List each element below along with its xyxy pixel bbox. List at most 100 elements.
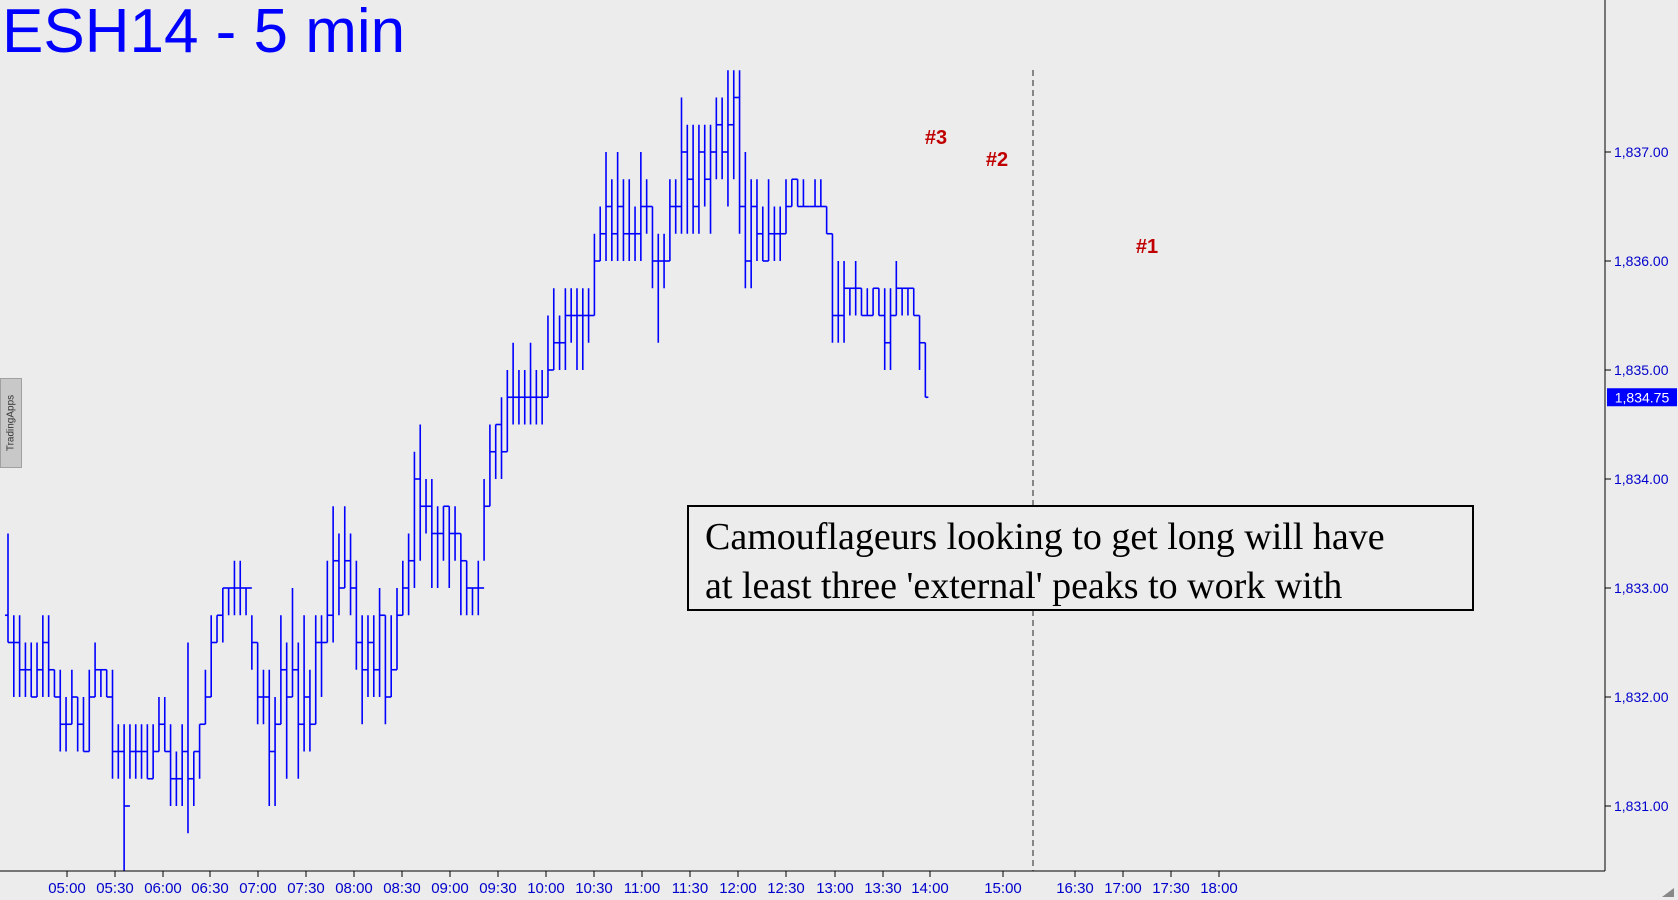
ohlc-bar — [533, 370, 540, 425]
ohlc-bar — [109, 669, 116, 779]
ohlc-bar — [544, 315, 551, 399]
ohlc-bar — [510, 342, 517, 425]
ohlc-bar — [138, 724, 145, 779]
ohlc-bar — [515, 370, 522, 425]
resize-grip-icon[interactable] — [1660, 886, 1676, 898]
ohlc-bar — [655, 233, 662, 343]
ohlc-bar — [481, 479, 488, 589]
ohlc-bar — [150, 724, 157, 780]
time-tick-label: 07:30 — [287, 880, 325, 897]
ohlc-bar — [585, 288, 592, 343]
ohlc-bar — [823, 205, 830, 235]
ohlc-bar — [626, 179, 633, 261]
ohlc-bar — [765, 179, 772, 262]
ohlc-bar — [417, 424, 424, 561]
annotation-line-2: at least three 'external' peaks to work … — [705, 565, 1343, 607]
ohlc-bar — [86, 669, 93, 753]
ohlc-bar — [899, 287, 906, 316]
ohlc-bar — [742, 152, 749, 289]
ohlc-bar — [283, 642, 290, 779]
time-tick-label: 05:30 — [96, 880, 134, 897]
ohlc-bar — [875, 287, 882, 317]
time-tick-label: 09:30 — [479, 880, 517, 897]
price-tick-label: 1,837.00 — [1614, 144, 1669, 160]
ohlc-bar — [277, 615, 284, 726]
ohlc-bar — [103, 668, 110, 698]
ohlc-bar — [666, 179, 673, 262]
time-tick-label: 17:30 — [1152, 880, 1190, 897]
ohlc-bar — [260, 669, 267, 725]
ohlc-bar — [852, 261, 859, 316]
ohlc-bar — [748, 179, 755, 289]
ohlc-bar — [196, 723, 203, 779]
time-tick-label: 07:00 — [239, 880, 277, 897]
ohlc-bar — [573, 288, 580, 370]
ohlc-bar — [394, 588, 401, 671]
ohlc-bar — [922, 341, 929, 399]
ohlc-bar — [411, 451, 418, 588]
ohlc-bar — [306, 669, 313, 752]
ohlc-bar — [173, 751, 180, 806]
time-tick-label: 10:00 — [527, 880, 565, 897]
ohlc-bar — [632, 206, 639, 261]
ohlc-bar — [904, 287, 911, 316]
ohlc-bar — [353, 560, 360, 670]
ohlc-bar — [318, 615, 325, 697]
ohlc-bar — [301, 615, 308, 752]
ohlc-bar — [312, 615, 319, 726]
ohlc-bar — [167, 724, 174, 806]
ohlc-bar — [248, 587, 255, 670]
ohlc-bar — [579, 288, 586, 370]
ohlc-bar — [550, 288, 557, 371]
ohlc-bar — [893, 261, 900, 317]
ohlc-bar — [92, 642, 99, 698]
ohlc-bar — [701, 124, 708, 207]
time-tick-label: 05:00 — [48, 880, 86, 897]
ohlc-bar — [539, 370, 546, 425]
time-tick-label: 06:30 — [191, 880, 229, 897]
time-tick-label: 12:30 — [767, 880, 805, 897]
ohlc-bar — [208, 615, 215, 698]
ohlc-bar — [661, 233, 668, 289]
ohlc-bar — [382, 614, 389, 725]
ohlc-bar — [777, 206, 784, 261]
ohlc-bars — [5, 70, 929, 872]
price-tick-label: 1,832.00 — [1614, 689, 1669, 705]
time-tick-label: 15:00 — [984, 880, 1022, 897]
time-tick-label: 16:30 — [1056, 880, 1094, 897]
ohlc-bar — [910, 287, 917, 317]
ohlc-bar — [324, 560, 331, 644]
ohlc-bar — [295, 642, 302, 779]
ohlc-bar — [916, 314, 923, 370]
ohlc-bar — [370, 615, 377, 697]
ohlc-bar — [5, 533, 11, 644]
ohlc-bar — [643, 179, 650, 234]
ohlc-bar — [34, 642, 41, 698]
ohlc-bar — [457, 532, 464, 616]
ohlc-bar — [881, 288, 888, 370]
brand-tab[interactable]: TradingApps — [0, 378, 22, 468]
ohlc-bar — [39, 615, 46, 697]
ohlc-bar — [788, 178, 795, 208]
time-tick-label: 08:00 — [335, 880, 373, 897]
ohlc-bar — [161, 697, 168, 753]
ohlc-bar — [492, 423, 499, 479]
ohlc-bar — [399, 560, 406, 617]
ohlc-bar — [887, 288, 894, 370]
ohlc-bar — [486, 424, 493, 508]
ohlc-bar — [556, 315, 563, 370]
ohlc-bar — [405, 533, 412, 616]
ohlc-bar — [713, 97, 720, 180]
ohlc-bar — [753, 179, 760, 261]
ohlc-bar — [783, 179, 790, 235]
ohlc-bar — [330, 506, 337, 643]
last-price-label: 1,834.75 — [1615, 389, 1670, 405]
ohlc-bar — [864, 288, 871, 317]
ohlc-bar — [695, 124, 702, 234]
ohlc-bar — [521, 370, 528, 425]
ohlc-bar — [498, 397, 505, 479]
ohlc-bar — [184, 642, 191, 834]
ohlc-bar — [690, 124, 697, 234]
time-tick-label: 09:00 — [431, 880, 469, 897]
